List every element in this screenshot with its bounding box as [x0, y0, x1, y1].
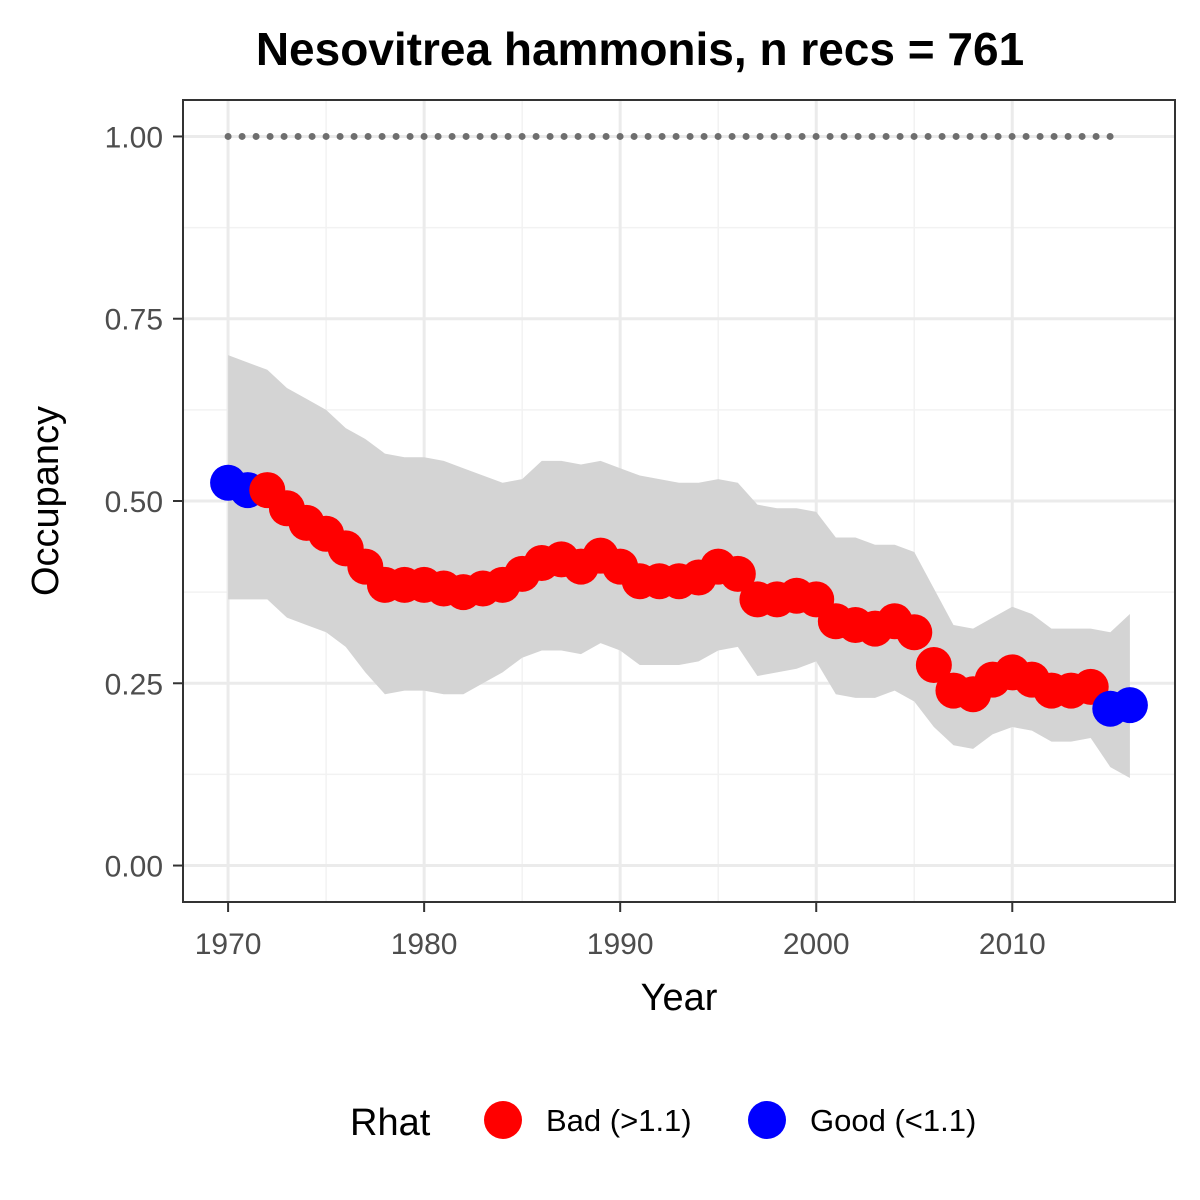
- x-tick-label: 2000: [783, 928, 850, 961]
- x-tick-label: 1970: [195, 928, 262, 961]
- y-axis-title: Occupancy: [25, 406, 67, 596]
- legend: Rhat Bad (>1.1) Good (<1.1): [350, 1101, 976, 1144]
- data-point-bad: [915, 647, 952, 684]
- y-tick-label: 0.00: [105, 851, 163, 884]
- legend-good-label: Good (<1.1): [810, 1103, 976, 1138]
- legend-good-swatch: [748, 1101, 786, 1139]
- x-tick-label: 1980: [391, 928, 458, 961]
- y-tick-label: 0.25: [105, 668, 163, 701]
- chart-title: Nesovitrea hammonis, n recs = 761: [256, 23, 1024, 75]
- y-tick-label: 1.00: [105, 121, 163, 154]
- data-point-bad: [896, 614, 933, 651]
- x-tick-label: 1990: [587, 928, 654, 961]
- x-axis-title: Year: [641, 977, 718, 1019]
- legend-bad-label: Bad (>1.1): [546, 1103, 692, 1138]
- x-tick-label: 2010: [979, 928, 1046, 961]
- data-points-layer: [210, 464, 1148, 727]
- axis-layer: 1970 1980 1990 2000 2010 0.00 0.25 0.50 0.75 1.00: [105, 121, 1046, 961]
- legend-title: Rhat: [350, 1102, 431, 1144]
- legend-bad-swatch: [484, 1101, 522, 1139]
- y-tick-label: 0.75: [105, 304, 163, 337]
- y-tick-label: 0.50: [105, 486, 163, 519]
- data-point-bad: [719, 555, 756, 592]
- data-point-good: [1111, 687, 1148, 724]
